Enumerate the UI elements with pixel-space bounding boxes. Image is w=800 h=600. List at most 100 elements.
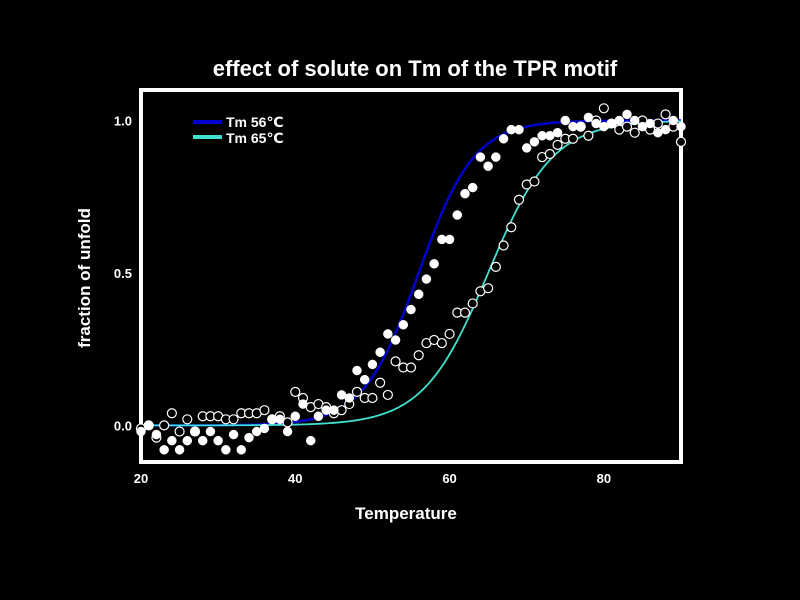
point-tm56	[390, 335, 401, 345]
point-tm65	[159, 420, 170, 431]
point-tm56	[167, 435, 177, 446]
point-tm65	[436, 337, 447, 349]
point-tm65	[467, 298, 478, 309]
point-tm56	[244, 432, 254, 443]
x-tick-label: 40	[288, 471, 302, 486]
point-tm56	[514, 124, 524, 135]
point-tm56	[676, 121, 686, 132]
point-tm56	[483, 161, 493, 171]
x-axis-label: Temperature	[355, 504, 457, 523]
point-tm65	[629, 127, 640, 138]
point-tm56	[205, 426, 216, 437]
point-tm56	[406, 304, 416, 315]
point-tm56	[398, 320, 409, 330]
point-tm56	[575, 121, 586, 132]
point-tm65	[174, 426, 185, 437]
x-tick-label: 80	[597, 471, 611, 486]
point-tm65	[367, 392, 378, 404]
point-tm56	[413, 289, 424, 300]
point-tm56	[236, 445, 247, 455]
point-tm65	[228, 414, 239, 425]
point-tm65	[529, 176, 540, 187]
point-tm56	[190, 426, 200, 437]
point-tm56	[429, 259, 439, 269]
point-tm65	[259, 405, 270, 416]
point-tm65	[182, 414, 193, 425]
point-tm65	[544, 148, 555, 160]
point-tm65	[166, 408, 177, 419]
legend-label-tm56: Tm 56℃	[226, 114, 283, 130]
point-tm65	[351, 386, 363, 397]
point-tm56	[383, 329, 393, 339]
point-tm56	[475, 152, 486, 162]
point-tm56	[221, 445, 231, 455]
point-tm56	[290, 411, 301, 422]
point-tm65	[483, 283, 494, 294]
point-tm56	[213, 435, 223, 446]
point-tm56	[375, 347, 385, 357]
point-tm56	[583, 112, 594, 123]
point-tm56	[329, 405, 339, 415]
point-tm65	[459, 307, 471, 318]
axis-ticks: 20 40 60 80 0.0 0.5 1.0	[114, 113, 611, 486]
legend-label-tm65: Tm 65℃	[226, 130, 283, 146]
point-tm56	[467, 182, 478, 193]
point-tm56	[136, 426, 146, 437]
point-tm65	[583, 130, 594, 141]
point-tm56	[421, 274, 432, 284]
point-tm56	[197, 435, 208, 446]
point-tm56	[298, 399, 308, 409]
point-tm56	[645, 118, 655, 129]
point-tm56	[529, 137, 540, 147]
plot-frame	[139, 88, 683, 464]
point-tm65	[405, 362, 417, 373]
point-tm65	[444, 328, 455, 340]
point-tm56	[498, 134, 509, 144]
point-tm65	[413, 350, 424, 361]
point-tm56	[668, 115, 679, 126]
point-tm56	[228, 429, 239, 440]
point-tm56	[460, 188, 470, 199]
legend: Tm 56℃ Tm 65℃	[193, 114, 283, 146]
data-points	[135, 103, 687, 455]
point-tm65	[498, 240, 509, 251]
fit-curves	[140, 119, 682, 427]
point-tm56	[151, 429, 162, 440]
point-tm65	[375, 377, 386, 388]
point-tm56	[660, 124, 671, 135]
point-tm56	[560, 115, 571, 126]
point-tm56	[552, 127, 563, 138]
y-axis-label: fraction of unfold	[75, 208, 94, 348]
point-tm65	[382, 389, 393, 401]
point-tm56	[305, 435, 316, 446]
point-tm56	[174, 445, 185, 455]
point-tm56	[452, 210, 463, 220]
point-tm56	[614, 115, 625, 126]
fit-curve-tm65	[141, 120, 682, 427]
point-tm65	[621, 121, 633, 132]
point-tm65	[660, 109, 671, 120]
point-tm56	[159, 445, 169, 455]
point-tm56	[344, 393, 355, 403]
point-tm56	[491, 152, 501, 162]
point-tm65	[490, 261, 501, 272]
point-tm56	[629, 115, 640, 126]
y-tick-label: 0.5	[114, 266, 132, 281]
point-tm65	[552, 139, 563, 150]
x-tick-label: 20	[134, 471, 148, 486]
point-tm65	[567, 133, 579, 144]
y-tick-label: 0.0	[114, 418, 132, 433]
point-tm56	[359, 374, 370, 385]
point-tm56	[182, 435, 193, 446]
point-tm56	[444, 234, 455, 245]
y-tick-label: 1.0	[114, 113, 132, 128]
point-tm56	[313, 411, 324, 422]
fit-curve-tm56	[140, 119, 681, 427]
point-tm65	[506, 222, 517, 233]
chart-title: effect of solute on Tm of the TPR motif	[213, 56, 618, 81]
point-tm56	[367, 359, 378, 370]
point-tm56	[275, 414, 285, 425]
point-tm56	[259, 423, 270, 434]
point-tm56	[352, 365, 362, 376]
